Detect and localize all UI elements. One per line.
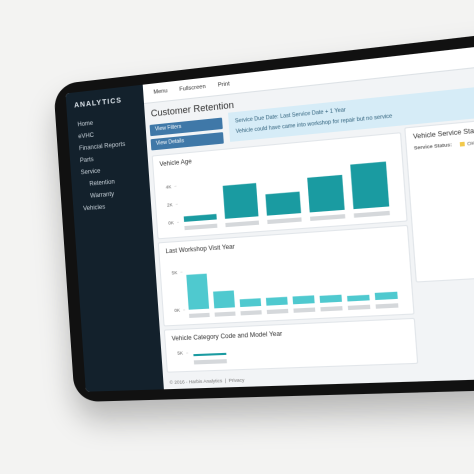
legend-label: OK bbox=[467, 140, 474, 146]
x-label-placeholder bbox=[353, 210, 390, 218]
copyright: © 2016 - Harbis Analytics bbox=[169, 378, 223, 385]
bar bbox=[183, 213, 217, 222]
legend-title: Service Status: bbox=[414, 142, 453, 151]
x-label-placeholder bbox=[189, 312, 210, 318]
main: Menu Fullscreen Print Customer Retention… bbox=[142, 36, 474, 389]
x-label-placeholder bbox=[293, 307, 316, 313]
y-tick-label: 2K bbox=[167, 202, 173, 208]
y-tick-label: 4K bbox=[166, 184, 172, 190]
chart: Vehicle Age 0K 2K 4K bbox=[159, 159, 390, 231]
bar bbox=[239, 298, 262, 308]
bar bbox=[347, 294, 370, 302]
x-label-placeholder bbox=[310, 214, 346, 221]
chart-title: Vehicle Service Status bbox=[413, 128, 474, 141]
x-label-placeholder bbox=[320, 306, 343, 312]
screen: ANALYTICS Home eVHC Financial Reports Pa… bbox=[65, 36, 474, 392]
bar bbox=[292, 295, 315, 305]
y-tick-label: 0K bbox=[168, 220, 174, 226]
bar bbox=[193, 352, 227, 357]
bar bbox=[350, 161, 390, 210]
toolbar-item[interactable]: Fullscreen bbox=[179, 83, 206, 93]
bar bbox=[265, 296, 288, 306]
x-label-placeholder bbox=[267, 217, 302, 225]
bar bbox=[186, 273, 210, 310]
chart-card: Vehicle Age 0K 2K 4K bbox=[151, 132, 408, 240]
x-label-placeholder bbox=[225, 220, 260, 228]
bar bbox=[374, 291, 398, 301]
x-label-placeholder bbox=[214, 311, 236, 317]
x-label-placeholder bbox=[347, 304, 371, 311]
y-tick-label: 5K bbox=[177, 351, 183, 356]
footer-link[interactable]: Privacy bbox=[228, 377, 245, 384]
x-label-placeholder bbox=[184, 223, 218, 231]
bar bbox=[307, 174, 345, 213]
y-tick-label: 0K bbox=[174, 308, 180, 314]
chart-card: Last Workshop Visit Year 0K 5K bbox=[157, 224, 415, 327]
chart-card: Vehicle Category Code and Model Year 5K bbox=[163, 317, 419, 373]
legend-swatch bbox=[459, 141, 465, 147]
chart: Vehicle Category Code and Model Year 5K bbox=[171, 331, 283, 365]
chart: Last Workshop Visit Year 0K 5K bbox=[165, 244, 399, 318]
bar bbox=[319, 294, 342, 303]
toolbar-item[interactable]: Print bbox=[217, 81, 230, 89]
footer: © 2016 - Harbis Analytics | Privacy bbox=[169, 377, 245, 385]
y-tick-label: 5K bbox=[172, 270, 178, 276]
page-title: Customer Retention bbox=[150, 99, 235, 119]
chart-title: Vehicle Age bbox=[159, 159, 192, 168]
bar bbox=[265, 191, 302, 216]
chart-title: Vehicle Category Code and Model Year bbox=[171, 331, 282, 342]
x-label-placeholder bbox=[240, 310, 262, 316]
bar bbox=[213, 290, 235, 309]
bar bbox=[222, 183, 259, 219]
x-label-placeholder bbox=[193, 359, 227, 365]
tablet: ANALYTICS Home eVHC Financial Reports Pa… bbox=[53, 23, 474, 403]
toolbar-item[interactable]: Menu bbox=[153, 88, 168, 96]
x-label-placeholder bbox=[375, 303, 399, 309]
x-label-placeholder bbox=[266, 308, 289, 315]
chart-title: Last Workshop Visit Year bbox=[165, 244, 235, 255]
